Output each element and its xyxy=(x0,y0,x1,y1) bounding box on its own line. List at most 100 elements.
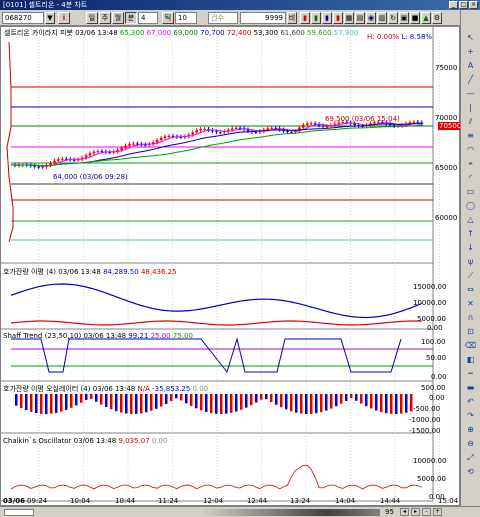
legend-value-6: 61,600 xyxy=(280,29,305,37)
arc-icon[interactable]: ◜ xyxy=(468,173,473,182)
horizontal-scrollbar[interactable] xyxy=(200,509,380,516)
chaikin-y-0: 0.00 xyxy=(429,493,445,501)
period-week-button[interactable]: 주 xyxy=(99,12,111,24)
period-minute-button[interactable]: 분 xyxy=(125,12,137,24)
oscillator-bar xyxy=(105,394,108,408)
reset-icon[interactable]: ⟲ xyxy=(467,467,474,476)
text-tool-icon[interactable]: A xyxy=(467,61,474,70)
oscillator-bar xyxy=(80,394,83,403)
gann-icon[interactable]: ⌖ xyxy=(468,159,473,168)
compare-icon[interactable]: ▮ xyxy=(322,12,332,24)
print-icon[interactable]: ▣ xyxy=(399,12,409,24)
trendline-icon[interactable]: ╱ xyxy=(468,75,473,84)
indicator-icon[interactable]: ▮ xyxy=(311,12,321,24)
horizontal-line-icon[interactable]: — xyxy=(466,89,475,98)
minute-value-select[interactable]: 4 xyxy=(138,12,158,24)
grid-icon[interactable]: ▦ xyxy=(344,12,354,24)
x-label-1444: 14:44 xyxy=(380,497,401,505)
color-icon[interactable]: ◧ xyxy=(466,355,475,364)
candle-body xyxy=(159,137,163,141)
pitchfork-icon[interactable]: ψ xyxy=(467,257,474,266)
export-icon[interactable]: ▲ xyxy=(421,12,431,24)
close-button[interactable]: × xyxy=(469,1,478,9)
pattern-icon[interactable]: ▮ xyxy=(333,12,343,24)
oscillator-bar xyxy=(15,394,18,406)
undo-icon[interactable]: ↶ xyxy=(467,397,474,406)
line-width-icon[interactable]: ▬ xyxy=(466,383,475,392)
scroll-left-area[interactable] xyxy=(4,509,34,516)
channel-icon[interactable]: ⫽ xyxy=(468,117,473,126)
oscillator-bar xyxy=(375,394,378,411)
oscillator-bar xyxy=(125,394,128,414)
zoom-icon[interactable]: ◉ xyxy=(366,12,376,24)
eraser-icon[interactable]: ⌫ xyxy=(464,341,477,350)
count-value-input[interactable]: 9999 xyxy=(240,12,286,24)
zoom-in-icon[interactable]: ⊕ xyxy=(467,425,474,434)
measure-icon[interactable]: ⇔ xyxy=(467,285,474,294)
ellipse-icon[interactable]: ◯ xyxy=(466,201,475,210)
crosshair-icon[interactable]: + xyxy=(467,47,474,56)
oscillator-bar xyxy=(195,394,198,409)
chart-type-icon[interactable]: ▮ xyxy=(300,12,310,24)
oscillator-bar xyxy=(270,394,273,403)
save-icon[interactable]: ■ xyxy=(410,12,420,24)
candle-body xyxy=(377,121,380,123)
x-label-0924: 09:24 xyxy=(27,497,48,505)
oscillator-bar xyxy=(100,394,103,405)
line-style-icon[interactable]: ┅ xyxy=(468,369,473,378)
table-icon[interactable]: ▤ xyxy=(355,12,365,24)
period-day-button[interactable]: 일 xyxy=(86,12,98,24)
search-icon[interactable]: ▼ xyxy=(45,12,55,24)
legend-value-3: 70,700 xyxy=(200,29,225,37)
candle-body xyxy=(238,127,242,129)
oscillator-bar xyxy=(355,394,358,401)
tick-button[interactable]: 틱 xyxy=(162,12,174,24)
maximize-button[interactable]: □ xyxy=(459,1,468,9)
triangle-icon[interactable]: △ xyxy=(467,215,474,224)
scroll-right-icon[interactable]: ▸ xyxy=(411,508,420,516)
low-annotation: 64,000 (03/06 09:28) xyxy=(53,173,128,181)
osc-legend: 호가잔량 이평 오실레이터 (4) 03/06 13:48 N/A -35,85… xyxy=(3,384,208,394)
cycle-icon[interactable]: ◠ xyxy=(467,145,474,154)
period-month-button[interactable]: 월 xyxy=(112,12,124,24)
fibonacci-icon[interactable]: ≡ xyxy=(467,131,474,140)
candle-body xyxy=(53,160,56,163)
zoom-out-icon[interactable]: ⊖ xyxy=(467,439,474,448)
chart-canvas[interactable]: 셀트리온 카이라지 피봇 03/06 13:48 65,300 67,000 6… xyxy=(0,26,463,506)
candle-body xyxy=(100,151,104,153)
tick-value-select[interactable]: 10 xyxy=(175,12,197,24)
minimize-button[interactable]: _ xyxy=(449,1,458,9)
zoom-plus-icon[interactable]: + xyxy=(433,508,442,516)
chart-svg[interactable] xyxy=(1,27,459,505)
unit-button[interactable]: 비 xyxy=(287,12,297,24)
oscillator-bar xyxy=(90,394,93,399)
zoom-minus-icon[interactable]: - xyxy=(422,508,431,516)
status-bar: 95 ◂ ▸ - + xyxy=(0,506,480,517)
magnet-icon[interactable]: ∩ xyxy=(467,313,474,322)
lock-icon[interactable]: ⊡ xyxy=(467,327,474,336)
settings-icon[interactable]: ⚙ xyxy=(432,12,442,24)
schaff-time: 03/06 13:48 xyxy=(83,332,127,340)
cursor-icon[interactable]: ↖ xyxy=(467,33,474,42)
arrow-up-icon[interactable]: ↑ xyxy=(467,229,474,238)
candle-body xyxy=(408,122,412,124)
x-label-1504: 15:04 xyxy=(438,497,459,505)
refresh-icon[interactable]: ↻ xyxy=(388,12,398,24)
orderbook-line-1 xyxy=(10,283,423,319)
fit-icon[interactable]: ⤢ xyxy=(467,453,474,462)
osc-y-minus1500: -1500.00 xyxy=(409,427,441,435)
arrow-down-icon[interactable]: ↓ xyxy=(467,243,474,252)
stock-code-input[interactable]: 068270 xyxy=(2,12,44,24)
layout-icon[interactable]: ▥ xyxy=(377,12,387,24)
stock-info-icon[interactable]: i xyxy=(58,12,70,24)
oscillator-bar xyxy=(335,394,338,407)
orderbook-legend: 호가잔량 이평 (4) 03/06 13:48 84,289.50 48,436… xyxy=(3,267,177,277)
scroll-left-icon[interactable]: ◂ xyxy=(400,508,409,516)
rectangle-icon[interactable]: ▭ xyxy=(466,187,475,196)
vertical-line-icon[interactable]: | xyxy=(469,103,472,112)
speed-line-icon[interactable]: ⟋ xyxy=(467,271,474,280)
oscillator-bar xyxy=(135,394,138,414)
delete-icon[interactable]: ✕ xyxy=(467,299,474,308)
legend-value-2: 69,000 xyxy=(173,29,198,37)
redo-icon[interactable]: ↷ xyxy=(467,411,474,420)
